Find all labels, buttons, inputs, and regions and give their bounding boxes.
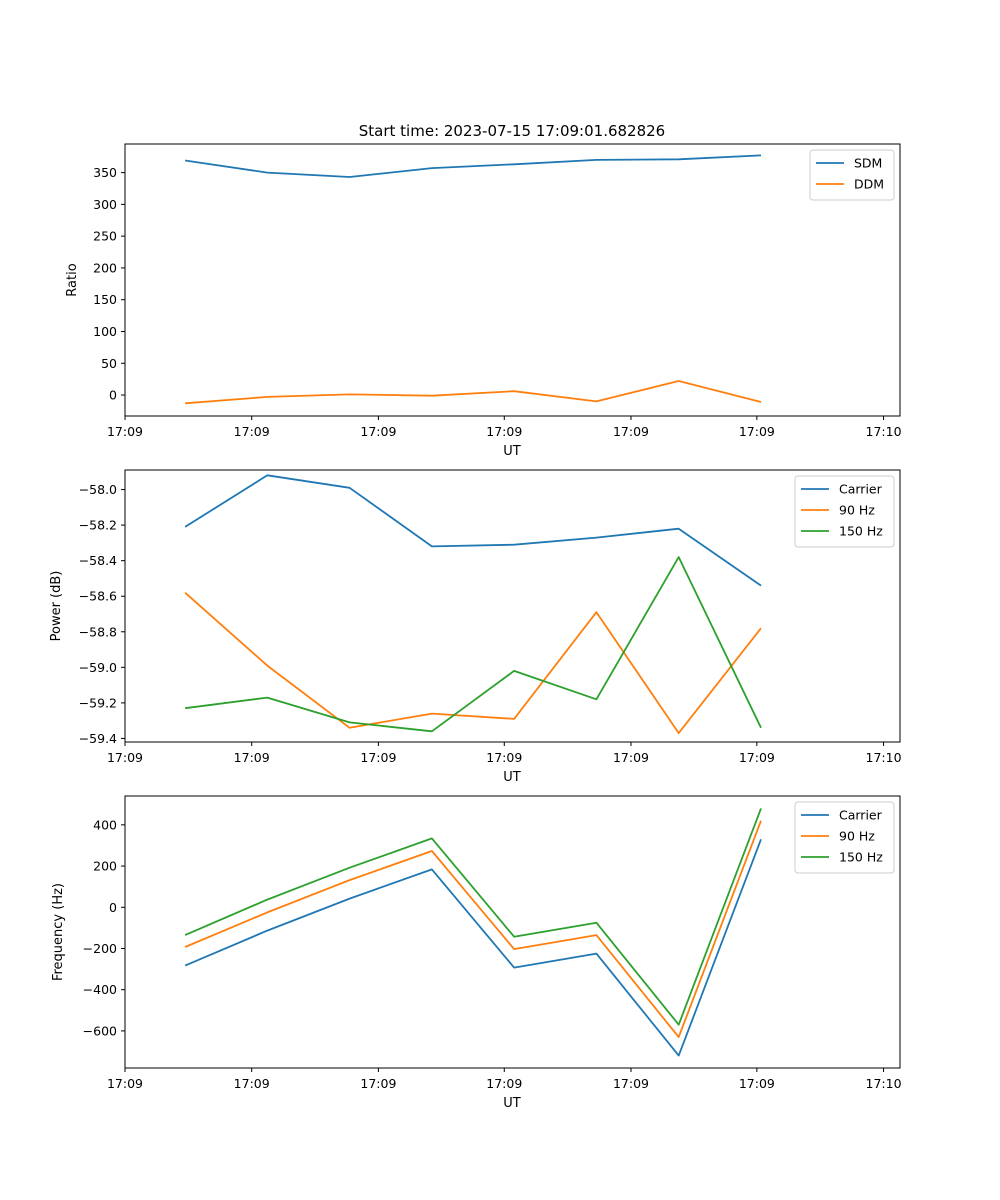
subplot-3: −600 −400 −200 0 200 400 17:09 17:09 17:09 17:09 1… (51, 795, 902, 1111)
y-tick-label: −58.0 (79, 482, 117, 497)
y-tick-label: 250 (93, 229, 117, 244)
x-tick-label: 17:09 (360, 424, 396, 439)
x-tick-label: 17:09 (360, 750, 396, 765)
y-tick-label: 0 (109, 388, 117, 403)
x-tick-label: 17:09 (234, 424, 270, 439)
legend: Carrier 90 Hz 150 Hz (794, 801, 895, 874)
series-line-90-hz (184, 592, 762, 734)
legend-label: Carrier (839, 808, 883, 823)
x-tick-label: 17:09 (360, 1076, 396, 1091)
y-tick-label: 100 (93, 324, 117, 339)
y-tick-label: −58.8 (79, 624, 117, 639)
series-line-150-hz (184, 556, 762, 733)
y-tick-label: −59.0 (79, 660, 117, 675)
y-tick-label: 200 (93, 260, 117, 275)
legend: Carrier 90 Hz 150 Hz (794, 475, 895, 548)
y-tick-label: 300 (93, 197, 117, 212)
x-tick-label: 17:09 (107, 750, 143, 765)
y-tick-label: 400 (93, 817, 117, 832)
y-tick-label: −200 (83, 941, 117, 956)
x-axis-label: UT (503, 770, 521, 785)
y-tick-label: 150 (93, 292, 117, 307)
subplot-2: −59.4 −59.2 −59.0 −58.8 −58.6 −58.4 −58.2 −58.0… (49, 469, 902, 785)
x-tick-label: 17:09 (107, 1076, 143, 1091)
x-axis-label: UT (503, 1096, 521, 1111)
x-tick-label: 17:09 (739, 1076, 775, 1091)
y-axis-label: Ratio (65, 263, 80, 296)
x-tick-label: 17:09 (107, 424, 143, 439)
x-tick-label: 17:09 (739, 424, 775, 439)
x-tick-label: 17:09 (739, 750, 775, 765)
x-tick-label: 17:10 (866, 1076, 902, 1091)
series-line-ddm (185, 380, 762, 405)
y-tick-label: −58.4 (79, 553, 117, 568)
legend-label: Carrier (839, 482, 883, 497)
legend-label: 150 Hz (839, 524, 883, 539)
axes-frame (124, 795, 901, 1069)
legend-label: 150 Hz (839, 850, 883, 865)
y-tick-label: 50 (101, 356, 117, 371)
x-tick-label: 17:09 (613, 424, 649, 439)
y-tick-label: −400 (83, 982, 117, 997)
x-tick-label: 17:09 (486, 750, 522, 765)
x-tick-label: 17:09 (613, 750, 649, 765)
y-tick-label: −58.2 (79, 518, 117, 533)
series-line-150-hz (184, 808, 762, 1026)
legend-label: DDM (854, 177, 884, 192)
legend-label: 90 Hz (839, 503, 875, 518)
y-axis-label: Power (dB) (49, 571, 64, 642)
y-tick-label: −600 (83, 1023, 117, 1038)
subplot-1: 0 50 100 150 200 250 300 350 17:09 17:09 17:09 17:0… (65, 143, 902, 459)
legend: SDM DDM (809, 149, 895, 201)
axes-frame (124, 143, 901, 417)
x-tick-label: 17:09 (486, 424, 522, 439)
subplots: 0 50 100 150 200 250 300 350 17:09 17:09 17:09 17:0… (49, 143, 902, 1111)
y-tick-label: 0 (109, 900, 117, 915)
series-line-carrier (184, 838, 762, 1057)
x-tick-label: 17:09 (234, 750, 270, 765)
legend-label: 90 Hz (839, 829, 875, 844)
y-tick-label: −59.2 (79, 695, 117, 710)
series-line-sdm (184, 154, 762, 178)
x-tick-label: 17:09 (234, 1076, 270, 1091)
x-tick-label: 17:10 (866, 424, 902, 439)
figure-title: Start time: 2023-07-15 17:09:01.682826 (359, 122, 665, 140)
series-line-carrier (184, 474, 762, 587)
y-tick-label: −58.6 (79, 589, 117, 604)
series-line-90-hz (184, 820, 762, 1038)
legend-box (794, 801, 895, 874)
y-tick-label: 350 (93, 165, 117, 180)
y-axis-label: Frequency (Hz) (51, 883, 66, 981)
y-tick-label: 200 (93, 859, 117, 874)
x-tick-label: 17:09 (613, 1076, 649, 1091)
legend-label: SDM (854, 156, 882, 171)
x-axis-label: UT (503, 444, 521, 459)
axes-frame (124, 469, 901, 743)
x-tick-label: 17:10 (866, 750, 902, 765)
legend-box (794, 475, 895, 548)
x-tick-label: 17:09 (486, 1076, 522, 1091)
y-tick-label: −59.4 (79, 731, 117, 746)
